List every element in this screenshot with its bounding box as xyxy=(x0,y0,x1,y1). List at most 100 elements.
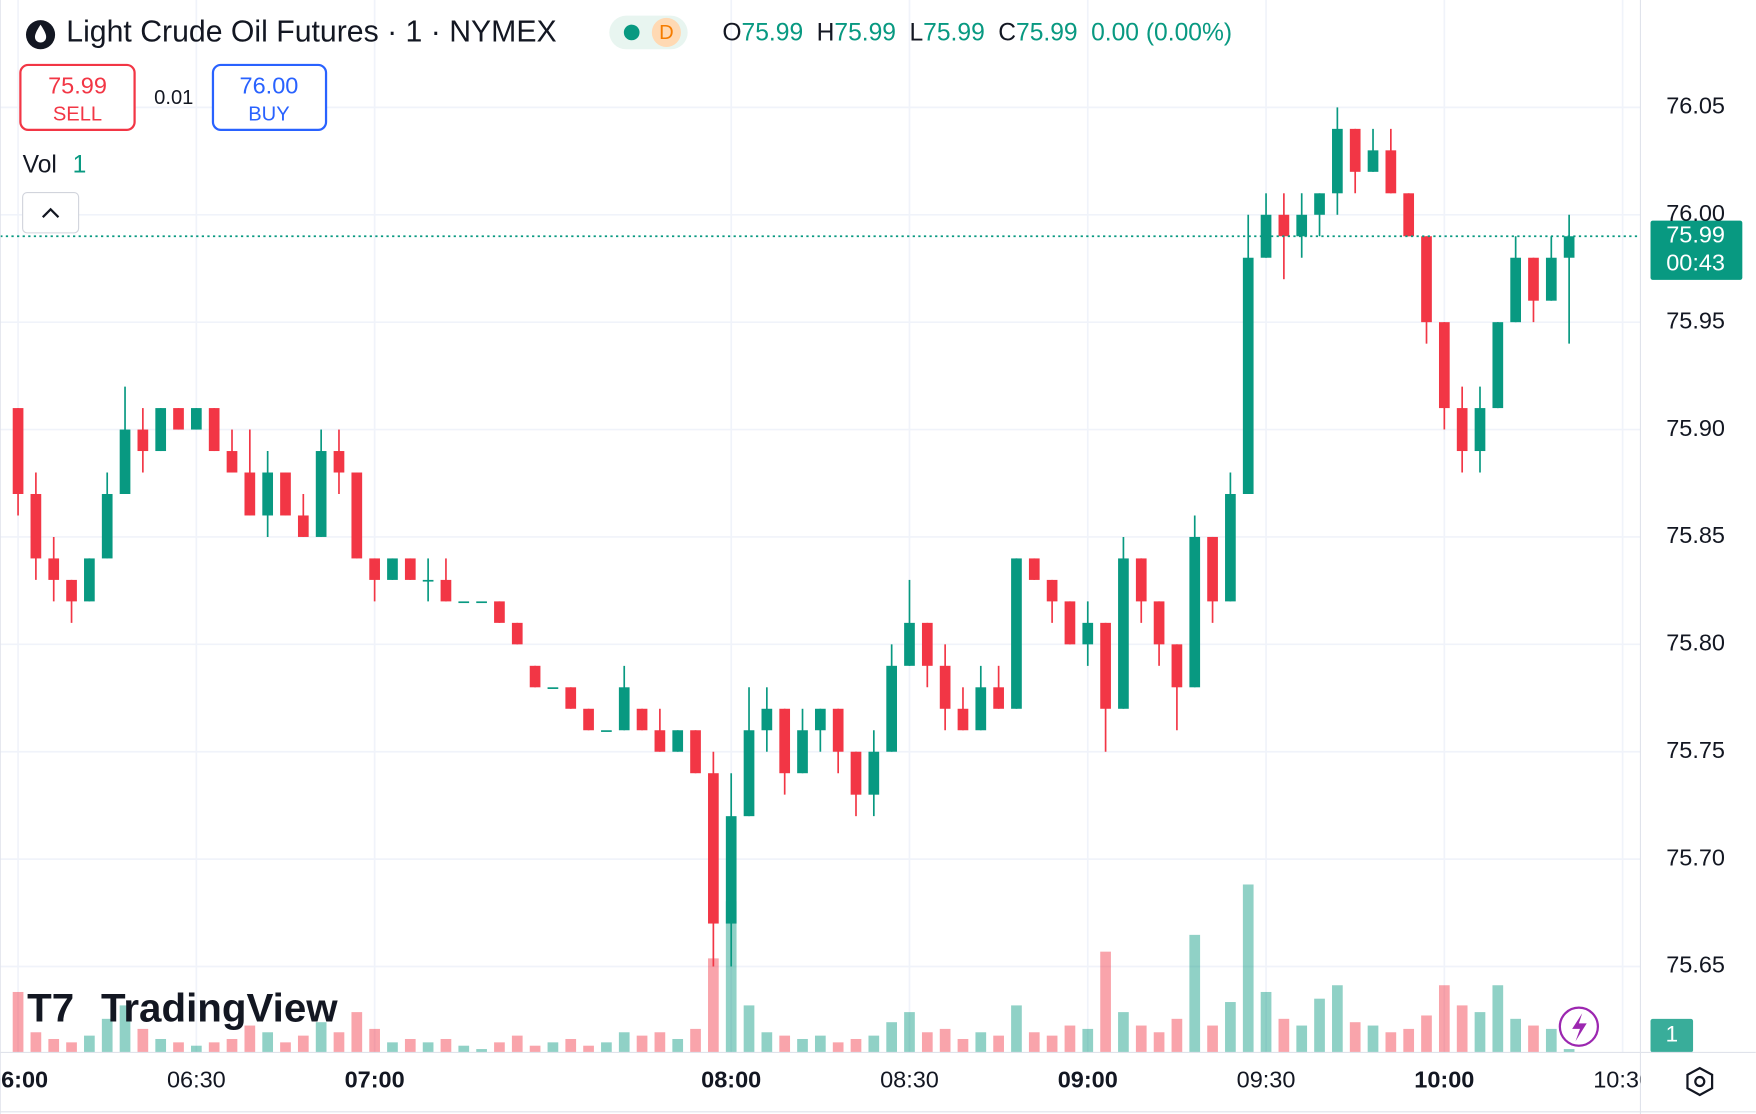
candle-body xyxy=(1100,622,1111,709)
volume-bar xyxy=(1385,1032,1397,1053)
volume-bar xyxy=(636,1035,648,1053)
candle-body xyxy=(119,429,131,494)
candle-body xyxy=(155,408,167,452)
volume-bar xyxy=(1403,1028,1415,1053)
volume-bar xyxy=(832,1042,844,1053)
y-tick-label: 75.95 xyxy=(1666,307,1725,333)
volume-bar xyxy=(1207,1025,1218,1053)
volume-bar xyxy=(957,1038,969,1053)
candle-body xyxy=(708,773,719,924)
volume-bar xyxy=(1545,1028,1557,1053)
candle-body xyxy=(1438,322,1450,409)
ohlc-key: H xyxy=(817,19,835,46)
candle-body xyxy=(779,708,791,774)
volume-bar xyxy=(280,1042,291,1053)
last-volume-label: 1 xyxy=(1666,1022,1678,1047)
volume-bar xyxy=(1528,1025,1539,1053)
volume-bar xyxy=(119,1005,131,1053)
candle-body xyxy=(1082,622,1094,645)
y-tick-label: 75.80 xyxy=(1666,630,1725,656)
volume-bar xyxy=(387,1042,398,1053)
volume-bar xyxy=(690,1028,701,1053)
candle-body xyxy=(226,451,238,473)
candle-body xyxy=(351,472,363,559)
x-tick-label: 06:00 xyxy=(0,1067,48,1093)
time-axis: 06:00 06:30 07:00 08:00 08:30 09:00 09:30 10:00… xyxy=(0,1067,1652,1093)
candle-body xyxy=(1492,322,1504,409)
volume-bar xyxy=(618,1032,630,1053)
ohlc-value: 0.00 (0.00%) xyxy=(1091,19,1232,46)
y-tick-label: 75.85 xyxy=(1666,522,1725,548)
volume-bar xyxy=(190,1045,202,1053)
candle-body xyxy=(1046,579,1058,602)
volume-bar xyxy=(1314,998,1325,1053)
volume-bar xyxy=(369,1028,380,1053)
x-tick-label: 10:30 xyxy=(1593,1067,1652,1093)
buy-button[interactable] xyxy=(211,63,328,131)
sell-button[interactable] xyxy=(19,63,136,131)
candle-body xyxy=(48,558,60,580)
volume-bar xyxy=(868,1035,880,1053)
volume-bar xyxy=(1225,1002,1236,1053)
y-tick-label: 75.70 xyxy=(1666,844,1725,870)
collapse-icon xyxy=(41,207,60,218)
candle-body xyxy=(1314,193,1325,215)
y-tick-label: 75.75 xyxy=(1666,737,1725,763)
candle-body xyxy=(1403,193,1415,237)
candle-body xyxy=(886,665,898,752)
volume-bar xyxy=(494,1042,505,1053)
watermark-logo: T7 xyxy=(27,986,74,1031)
candle-body xyxy=(529,665,541,688)
volume-bar xyxy=(921,1032,933,1053)
last-price-box xyxy=(1650,220,1743,280)
volume-bar xyxy=(101,1018,113,1053)
volume-bar xyxy=(1278,1018,1290,1053)
candle-body xyxy=(333,451,345,473)
volume-bar xyxy=(1349,1022,1361,1053)
candle-body xyxy=(1171,644,1183,688)
volume-bar xyxy=(1135,1025,1147,1053)
volume-bar xyxy=(1064,1025,1076,1053)
y-tick-label: 75.90 xyxy=(1666,415,1725,441)
alert-icon xyxy=(1572,1013,1587,1042)
volume-bar xyxy=(797,1038,808,1053)
last-price-label: 75.99 xyxy=(1666,221,1725,247)
volume-bar xyxy=(262,1032,274,1053)
candle-body xyxy=(904,622,915,666)
volume-bar xyxy=(1367,1025,1379,1053)
candle-body xyxy=(654,730,666,752)
settings-button[interactable] xyxy=(1686,1066,1714,1097)
volume-bar xyxy=(1421,1015,1432,1053)
volume-bar xyxy=(939,1028,951,1053)
delay-badge-bg xyxy=(651,17,681,48)
candle-body xyxy=(1332,128,1343,194)
candle-body xyxy=(957,708,969,731)
market-open-dot xyxy=(623,24,640,41)
candle-body xyxy=(743,730,755,817)
candle-body xyxy=(1349,128,1361,172)
buy-price: 76.00 xyxy=(240,73,299,99)
volume-legend-label: Vol xyxy=(23,151,57,178)
volume-bar xyxy=(1563,1049,1575,1053)
candle-body xyxy=(173,408,184,430)
volume-bar xyxy=(1474,1012,1486,1053)
volume-bar xyxy=(725,901,737,1053)
candle-body xyxy=(244,472,256,516)
symbol-title[interactable]: Light Crude Oil Futures · 1 · NYMEX xyxy=(66,16,556,49)
volume-bar xyxy=(850,1038,862,1053)
candle-body xyxy=(1153,601,1165,645)
volume-bar xyxy=(1332,985,1343,1053)
ohlc-value: 75.99 xyxy=(1016,19,1078,46)
candle-body xyxy=(476,601,487,604)
candle-body xyxy=(1367,150,1379,172)
collapse-button[interactable] xyxy=(22,192,80,234)
sell-price: 75.99 xyxy=(48,73,107,99)
candle-body xyxy=(761,708,773,731)
candle-body xyxy=(975,687,987,731)
candle-body xyxy=(565,687,577,709)
candle-body xyxy=(921,622,933,666)
candle-body xyxy=(814,708,826,731)
volume-bar xyxy=(422,1042,434,1053)
volume-bar xyxy=(12,991,24,1053)
